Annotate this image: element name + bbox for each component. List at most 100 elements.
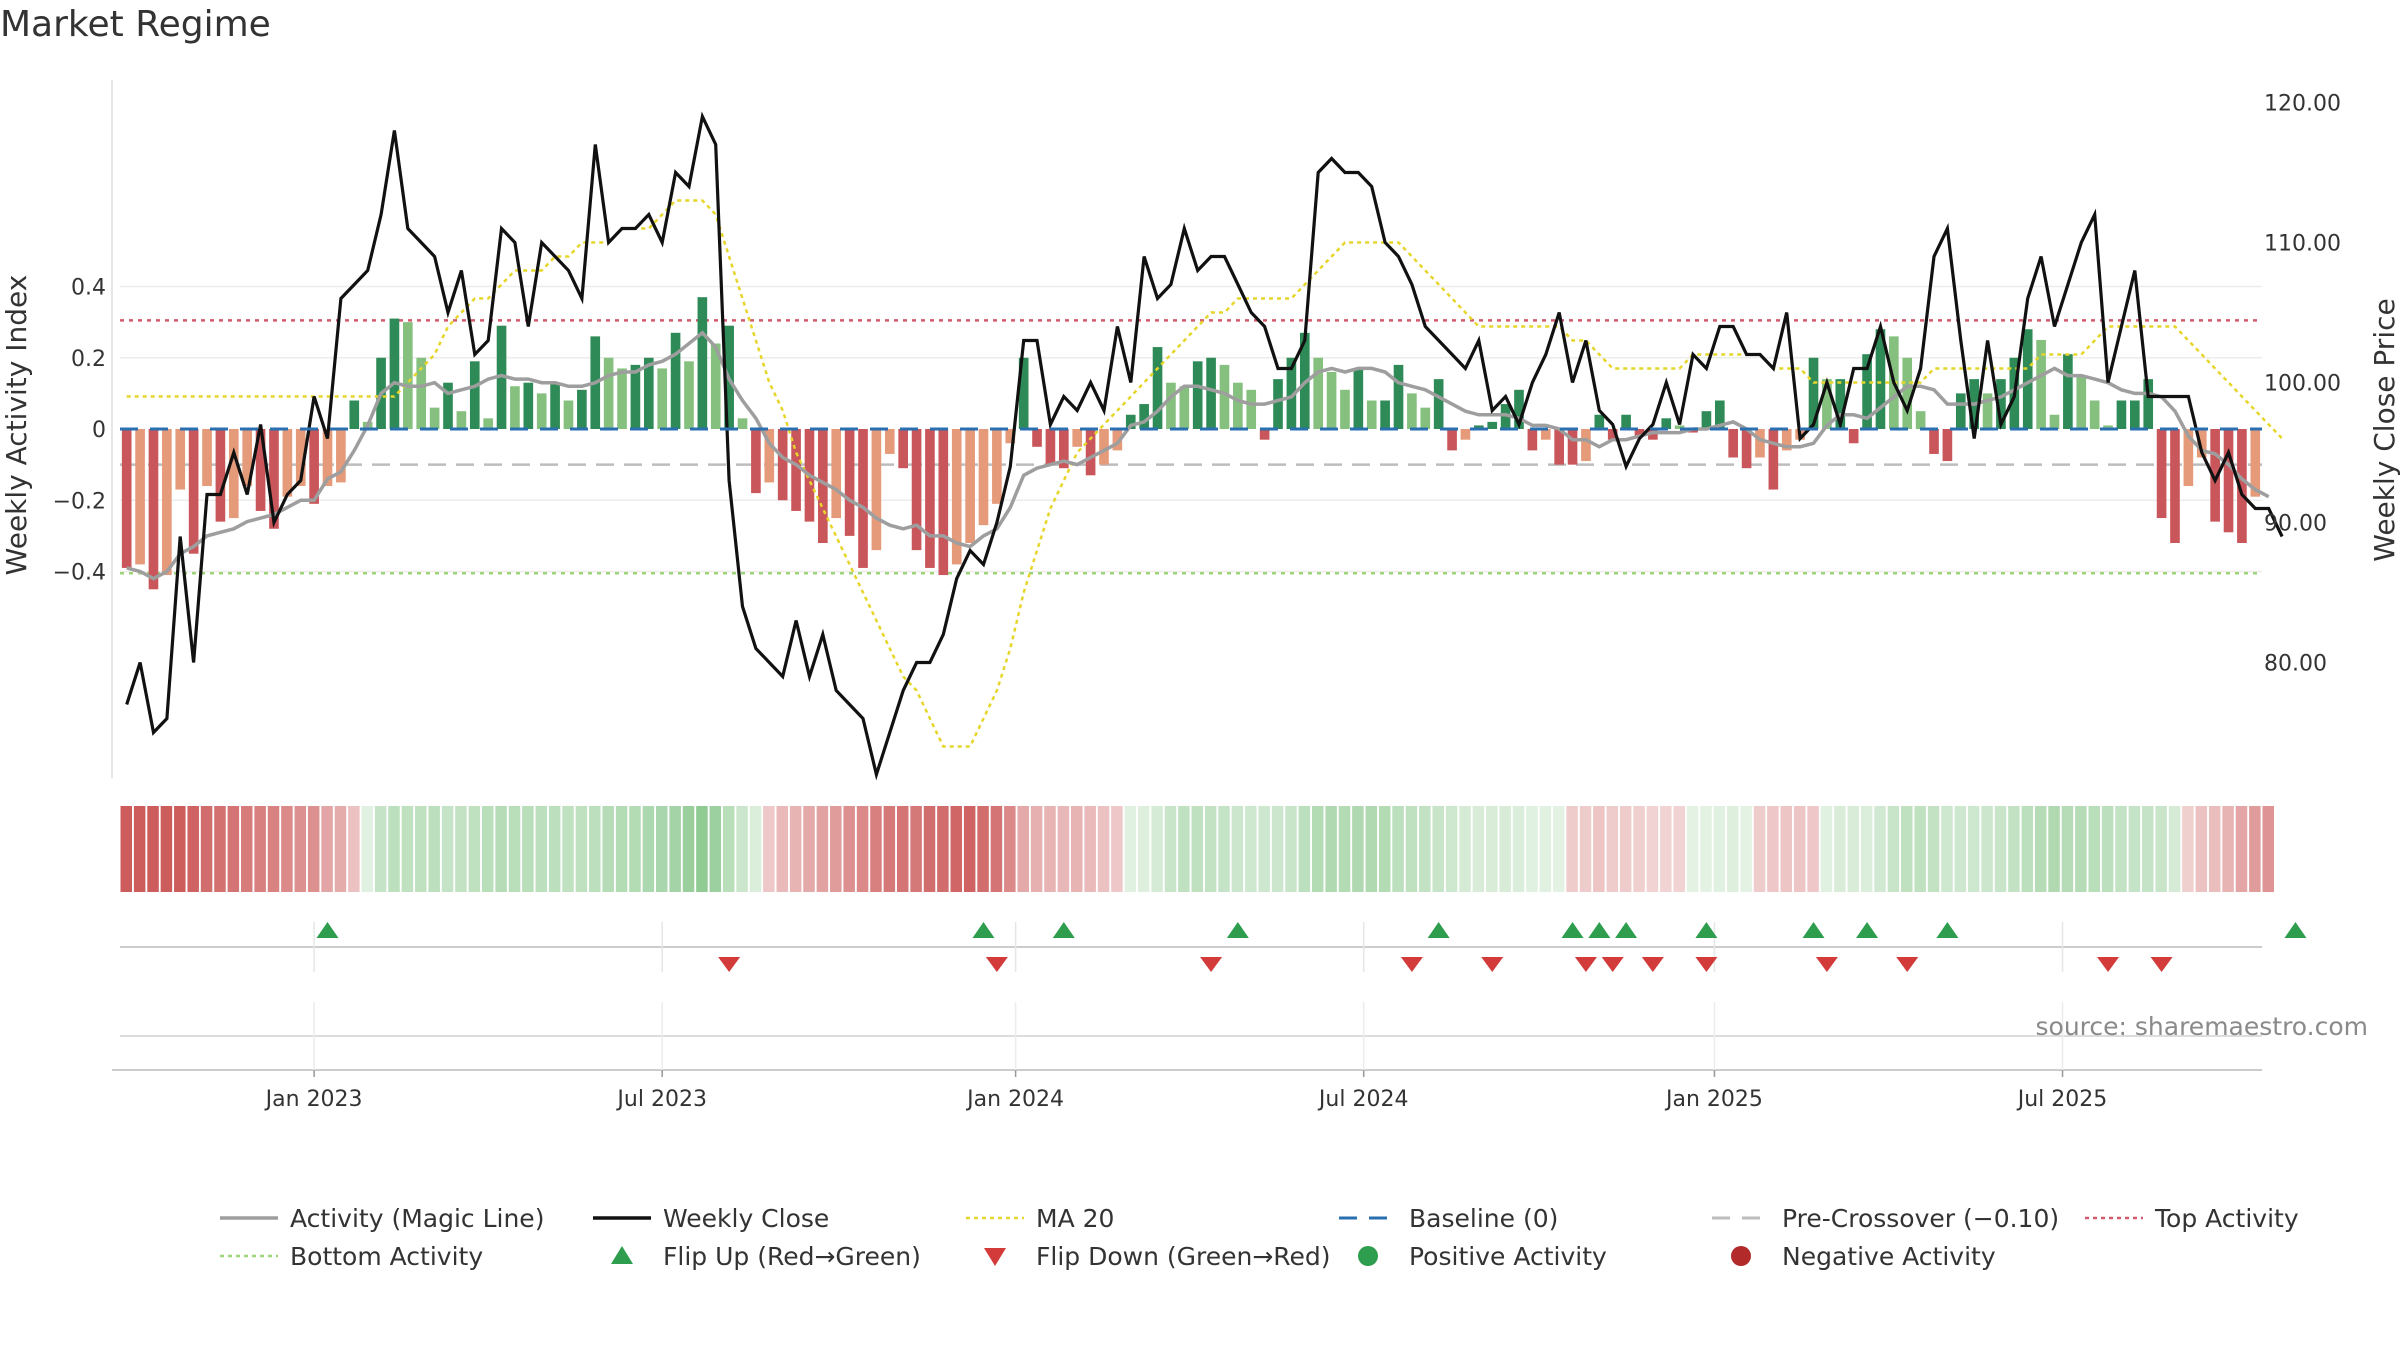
regime-strip-cell bbox=[388, 806, 400, 892]
regime-strip-cell bbox=[2155, 806, 2167, 892]
activity-bar bbox=[1059, 429, 1069, 469]
regime-strip-cell bbox=[227, 806, 240, 892]
legend-label: Flip Down (Green→Red) bbox=[1036, 1242, 1331, 1271]
regime-strip-cell bbox=[2088, 806, 2100, 892]
regime-strip-cell bbox=[1713, 806, 1726, 892]
regime-strip-cell bbox=[1847, 806, 1859, 892]
regime-strip-cell bbox=[254, 806, 266, 892]
activity-bar bbox=[523, 382, 534, 429]
flip-up-marker bbox=[1052, 922, 1075, 938]
regime-strip-cell bbox=[428, 806, 440, 892]
activity-bar bbox=[349, 400, 360, 429]
activity-bar bbox=[1112, 429, 1123, 451]
regime-strip-cell bbox=[910, 806, 922, 892]
regime-strip-cell bbox=[1311, 806, 1324, 892]
regime-strip-cell bbox=[1499, 806, 1511, 892]
activity-bar bbox=[2183, 429, 2194, 486]
activity-bar bbox=[1139, 404, 1149, 429]
activity-bar bbox=[577, 389, 587, 429]
y-right-tick-label: 110.00 bbox=[2264, 232, 2341, 257]
activity-bar bbox=[630, 364, 641, 430]
activity-bars bbox=[121, 297, 2261, 590]
activity-bar bbox=[1380, 400, 1390, 429]
activity-bar bbox=[1835, 379, 1846, 430]
activity-bar bbox=[1982, 393, 1993, 430]
activity-bar bbox=[1246, 389, 1257, 429]
regime-strip-cell bbox=[1593, 806, 1605, 892]
regime-strip-cell bbox=[1057, 806, 1070, 892]
flip-down-marker bbox=[1896, 957, 1919, 972]
regime-strip-cell bbox=[2008, 806, 2020, 892]
x-tick-label: Jan 2024 bbox=[965, 1087, 1064, 1112]
activity-bar bbox=[844, 429, 855, 536]
regime-strip-cell bbox=[1097, 806, 1110, 892]
activity-bar bbox=[777, 429, 788, 501]
regime-strip-cell bbox=[763, 806, 775, 892]
activity-bar bbox=[1393, 364, 1404, 430]
activity-bar bbox=[2130, 400, 2140, 429]
legend-item: MA 20 bbox=[966, 1204, 1114, 1233]
regime-strip-cell bbox=[481, 806, 494, 892]
regime-strip-cell bbox=[2128, 806, 2141, 892]
activity-bar bbox=[2143, 379, 2154, 430]
legend-item: Positive Activity bbox=[1358, 1242, 1607, 1271]
regime-strip-cell bbox=[736, 806, 748, 892]
legend-label: MA 20 bbox=[1036, 1204, 1114, 1233]
regime-strip-cell bbox=[1526, 806, 1538, 892]
activity-bar bbox=[563, 400, 574, 429]
regime-strip-cell bbox=[1700, 806, 1712, 892]
y-left-tick-label: 0.4 bbox=[71, 276, 106, 301]
activity-bar bbox=[684, 361, 694, 429]
flip-down-marker bbox=[985, 957, 1008, 972]
activity-bar bbox=[737, 418, 748, 429]
legend-label: Positive Activity bbox=[1409, 1242, 1607, 1271]
regime-strip-cell bbox=[1901, 806, 1913, 892]
regime-strip-cell bbox=[174, 806, 186, 892]
activity-bar bbox=[536, 393, 547, 430]
activity-bar bbox=[2237, 429, 2247, 543]
regime-strip-cell bbox=[348, 806, 360, 892]
activity-bar bbox=[2103, 425, 2113, 429]
regime-strip-cell bbox=[602, 806, 614, 892]
regime-strip-cell bbox=[1834, 806, 1846, 892]
activity-bar bbox=[1768, 429, 1779, 490]
regime-strip-cell bbox=[548, 806, 561, 892]
activity-bar bbox=[1407, 393, 1417, 430]
activity-bar bbox=[1607, 429, 1618, 440]
regime-strip-cell bbox=[1686, 806, 1699, 892]
y-right-tick-label: 120.00 bbox=[2264, 92, 2341, 117]
regime-strip-cell bbox=[1606, 806, 1619, 892]
regime-strip-cell bbox=[709, 806, 722, 892]
regime-strip-cell bbox=[1204, 806, 1217, 892]
activity-bar bbox=[1634, 429, 1645, 437]
activity-bar bbox=[2076, 375, 2087, 429]
activity-bar bbox=[657, 368, 668, 429]
activity-bar bbox=[858, 429, 868, 568]
regime-strip-cell bbox=[2021, 806, 2034, 892]
activity-bar bbox=[322, 429, 333, 486]
activity-bar bbox=[1259, 429, 1270, 440]
regime-strip-cell bbox=[1325, 806, 1337, 892]
regime-strip-cell bbox=[2034, 806, 2047, 892]
regime-strip-cell bbox=[1124, 806, 1137, 892]
activity-bar bbox=[309, 429, 319, 504]
activity-bar bbox=[911, 429, 922, 551]
regime-strip-cell bbox=[937, 806, 949, 892]
regime-strip-cell bbox=[1981, 806, 1993, 892]
activity-bar bbox=[188, 429, 199, 554]
flip-up-marker bbox=[2284, 922, 2307, 938]
flip-up-marker bbox=[1226, 922, 1249, 938]
regime-strip-cell bbox=[870, 806, 882, 892]
regime-strip-cell bbox=[2222, 806, 2234, 892]
legend-label: Baseline (0) bbox=[1409, 1204, 1558, 1233]
activity-bar bbox=[1942, 429, 1953, 462]
regime-strip-cell bbox=[1727, 806, 1739, 892]
regime-strip-cell bbox=[883, 806, 896, 892]
regime-strip-cell bbox=[990, 806, 1003, 892]
activity-bar bbox=[951, 429, 962, 565]
flip-up-marker bbox=[1936, 922, 1959, 938]
regime-strip-cell bbox=[522, 806, 534, 892]
activity-bar bbox=[1005, 429, 1016, 444]
activity-bar bbox=[2063, 354, 2073, 429]
regime-strip-cell bbox=[1579, 806, 1592, 892]
